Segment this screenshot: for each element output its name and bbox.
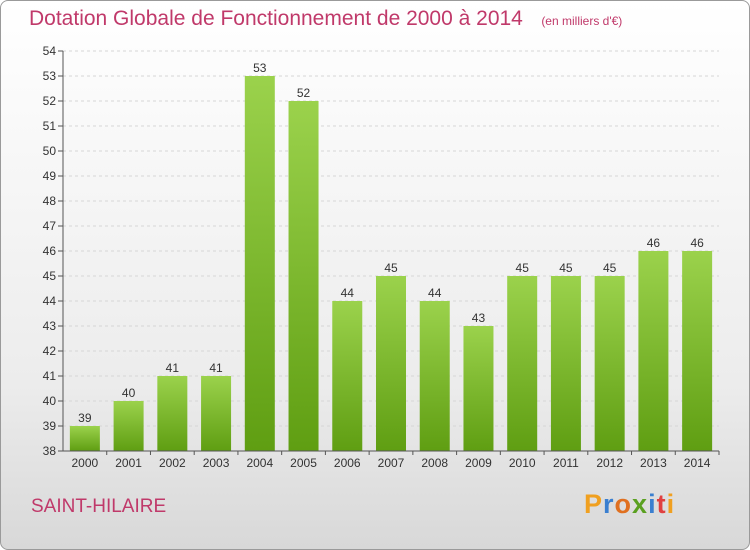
y-tick-label: 38	[43, 444, 57, 458]
bar	[376, 276, 406, 451]
y-tick-label: 45	[43, 269, 57, 283]
bar	[550, 276, 581, 451]
y-tick-label: 51	[43, 119, 57, 133]
bar	[69, 426, 100, 451]
x-tick-label: 2013	[640, 456, 667, 470]
logo-letter: i	[648, 489, 657, 519]
x-tick-label: 2003	[203, 456, 230, 470]
place-name: SAINT-HILAIRE	[31, 496, 167, 517]
bar-value-label: 40	[122, 386, 136, 400]
y-tick-label: 44	[43, 294, 57, 308]
logo-letter: t	[656, 489, 667, 519]
x-tick-label: 2006	[334, 456, 361, 470]
bar-value-label: 46	[690, 236, 704, 250]
proxiti-logo: Proxiti	[584, 489, 675, 520]
chart-subtitle: (en milliers d'€)	[541, 14, 623, 28]
y-tick-label: 48	[43, 194, 57, 208]
bar	[288, 101, 319, 451]
bar-value-label: 45	[603, 261, 617, 275]
y-tick-label: 54	[43, 44, 57, 58]
logo-letter: i	[666, 489, 676, 519]
bar-value-label: 45	[559, 261, 573, 275]
bar	[419, 301, 450, 451]
x-tick-label: 2002	[159, 456, 186, 470]
y-tick-label: 40	[43, 394, 57, 408]
bar	[682, 251, 713, 451]
bar	[157, 376, 188, 451]
x-tick-label: 2012	[596, 456, 623, 470]
x-tick-label: 2000	[72, 456, 99, 470]
bar-value-label: 53	[253, 61, 267, 75]
title-row: Dotation Globale de Fonctionnement de 20…	[29, 7, 622, 31]
y-tick-label: 39	[43, 419, 57, 433]
bar-value-label: 52	[297, 86, 311, 100]
x-tick-label: 2005	[290, 456, 317, 470]
x-tick-label: 2004	[246, 456, 273, 470]
x-tick-label: 2007	[378, 456, 405, 470]
y-tick-labels: 38 39 40 41 42 43 44 45 46 47 48 49 50 51 52 53 54	[43, 44, 57, 458]
bar	[507, 276, 538, 451]
axes	[62, 51, 719, 452]
bar	[594, 276, 625, 451]
y-tick-label: 47	[43, 219, 57, 233]
logo-letter: r	[603, 489, 615, 519]
logo-letter: x	[632, 489, 649, 519]
chart-title: Dotation Globale de Fonctionnement de 20…	[29, 7, 523, 30]
bar	[113, 401, 144, 451]
bars	[69, 76, 713, 451]
bar-value-label: 44	[428, 286, 442, 300]
y-tick-label: 41	[43, 369, 57, 383]
x-tick-label: 2011	[553, 456, 579, 470]
bar-value-label: 45	[384, 261, 398, 275]
x-tick-label: 2001	[115, 456, 142, 470]
y-tick-label: 50	[43, 144, 57, 158]
value-labels: 39 40 41 41 53 52 44 45 44 43 45 45 45 46 46	[78, 61, 704, 425]
bar-value-label: 46	[647, 236, 661, 250]
x-tick-label: 2010	[509, 456, 536, 470]
y-tick-label: 49	[43, 169, 57, 183]
bar	[244, 76, 275, 451]
y-tick-label: 46	[43, 244, 57, 258]
y-tick-label: 52	[43, 94, 57, 108]
logo-letter: o	[614, 489, 633, 519]
bar	[201, 376, 232, 451]
y-tick-label: 53	[43, 69, 57, 83]
bar-value-label: 45	[516, 261, 530, 275]
bar	[463, 326, 494, 451]
bar	[332, 301, 363, 451]
x-tick-label: 2008	[421, 456, 448, 470]
bar-value-label: 44	[341, 286, 355, 300]
x-tick-label: 2009	[465, 456, 492, 470]
x-tick-label: 2014	[684, 456, 711, 470]
bar-value-label: 41	[166, 361, 180, 375]
bar-value-label: 39	[78, 411, 92, 425]
y-tick-label: 42	[43, 344, 57, 358]
bar	[638, 251, 669, 451]
bar-value-label: 41	[209, 361, 223, 375]
logo-letter: P	[584, 489, 604, 519]
bar-value-label: 43	[472, 311, 486, 325]
y-tick-label: 43	[43, 319, 57, 333]
x-tick-labels: 2000 2001 2002 2003 2004 2005 2006 2007 2008 2009…	[72, 456, 711, 470]
